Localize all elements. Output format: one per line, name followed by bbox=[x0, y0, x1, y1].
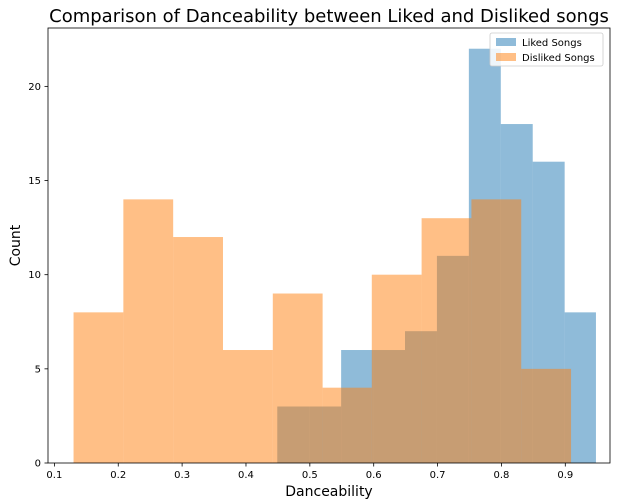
legend-swatch-disliked-songs bbox=[496, 53, 516, 61]
y-tick-label: 15 bbox=[28, 176, 41, 187]
x-axis: 0.1 0.2 0.3 0.4 0.5 0.6 0.7 0.8 0.9 bbox=[46, 463, 573, 481]
legend: Liked Songs Disliked Songs bbox=[489, 32, 604, 67]
x-tick-label: 0.4 bbox=[238, 470, 254, 481]
y-tick-label: 5 bbox=[35, 364, 41, 375]
legend-swatch-liked-songs bbox=[496, 38, 516, 46]
x-tick-label: 0.3 bbox=[174, 470, 190, 481]
bar-disliked-songs bbox=[222, 350, 273, 463]
x-tick-label: 0.9 bbox=[557, 470, 573, 481]
bar-disliked-songs bbox=[371, 274, 422, 463]
x-tick-label: 0.5 bbox=[302, 470, 318, 481]
legend-label-disliked-songs: Disliked Songs bbox=[522, 53, 595, 64]
bar-disliked-songs bbox=[521, 368, 572, 463]
legend-label-liked-songs: Liked Songs bbox=[522, 38, 582, 49]
legend-box bbox=[489, 32, 604, 67]
x-tick-label: 0.2 bbox=[110, 470, 126, 481]
bar-disliked-songs bbox=[471, 199, 522, 463]
y-axis: 0 5 10 15 20 bbox=[28, 82, 48, 470]
y-tick-label: 10 bbox=[28, 270, 41, 281]
y-tick-label: 20 bbox=[28, 82, 41, 93]
bars-group bbox=[73, 48, 596, 463]
bar-disliked-songs bbox=[173, 237, 223, 463]
x-tick-label: 0.1 bbox=[46, 470, 62, 481]
bar-disliked-songs bbox=[421, 218, 472, 463]
bar-disliked-songs bbox=[322, 387, 372, 463]
chart-title: Comparison of Danceability between Liked… bbox=[49, 6, 609, 27]
bar-disliked-songs bbox=[123, 199, 174, 463]
x-tick-label: 0.6 bbox=[366, 470, 382, 481]
x-tick-label: 0.8 bbox=[493, 470, 509, 481]
y-axis-label: Count bbox=[8, 224, 24, 266]
bar-disliked-songs bbox=[73, 312, 124, 463]
y-tick-label: 0 bbox=[35, 459, 41, 470]
plot-frame bbox=[47, 27, 611, 464]
bar-disliked-songs bbox=[272, 293, 323, 463]
x-axis-label: Danceability bbox=[285, 484, 372, 500]
x-tick-label: 0.7 bbox=[430, 470, 446, 481]
